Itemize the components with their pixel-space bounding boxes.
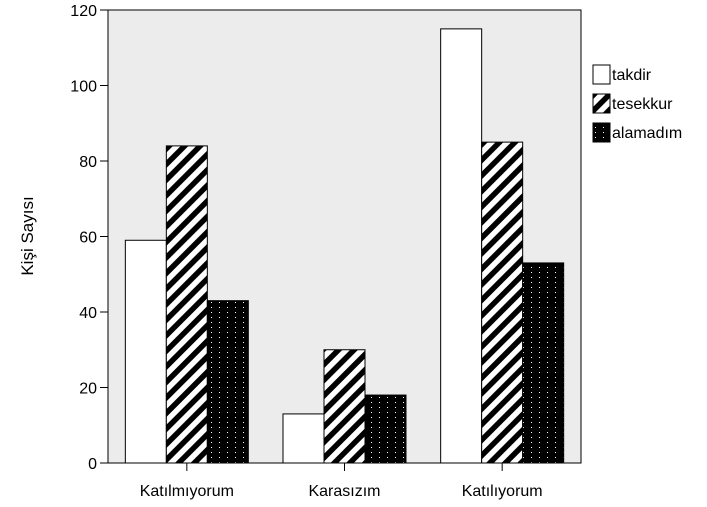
x-tick-label-katilmiyorum: Katılmıyorum [140,483,234,500]
y-tick-label: 40 [79,305,97,322]
y-tick-label: 0 [88,456,97,473]
bar-takdir-karasizim [282,413,325,464]
legend: takdir tesekkur alamadım [592,64,682,143]
y-tick-label: 20 [79,381,97,398]
y-tick-label: 60 [79,230,97,247]
bar-alamadim-katilmiyorum [206,300,249,464]
y-tick-label: 120 [70,3,97,20]
legend-swatch-takdir [592,64,611,85]
legend-label-takdir: takdir [612,67,652,84]
bar-tesekkur-karasizim [323,349,366,464]
y-ticks-group: 0 20 40 60 80 100 120 [70,3,108,473]
y-tick-label: 80 [79,154,97,171]
bar-alamadim-katiliyorum [522,262,565,464]
bar-tesekkur-katiliyorum [481,141,524,464]
bar-takdir-katiliyorum [440,28,483,464]
legend-swatch-alamadim [592,122,611,143]
x-ticks-group: Katılmıyorum Karasızım Katılıyorum [140,463,543,500]
legend-swatch-tesekkur [592,93,611,114]
legend-label-alamadim: alamadım [612,125,682,142]
bars-group [124,28,565,464]
bar-alamadim-karasizim [364,394,407,464]
y-tick-label: 100 [70,79,97,96]
y-axis-label: Kişi Sayısı [18,196,37,275]
bar-tesekkur-katilmiyorum [165,145,208,464]
bar-takdir-katilmiyorum [124,239,167,464]
x-tick-label-katiliyorum: Katılıyorum [462,483,543,500]
legend-label-tesekkur: tesekkur [612,96,673,113]
x-tick-label-karasizim: Karasızım [308,483,380,500]
